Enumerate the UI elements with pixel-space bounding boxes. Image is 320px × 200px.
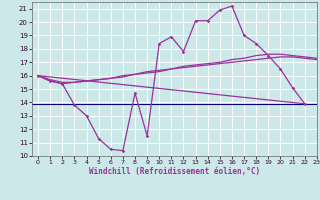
X-axis label: Windchill (Refroidissement éolien,°C): Windchill (Refroidissement éolien,°C) xyxy=(89,167,260,176)
